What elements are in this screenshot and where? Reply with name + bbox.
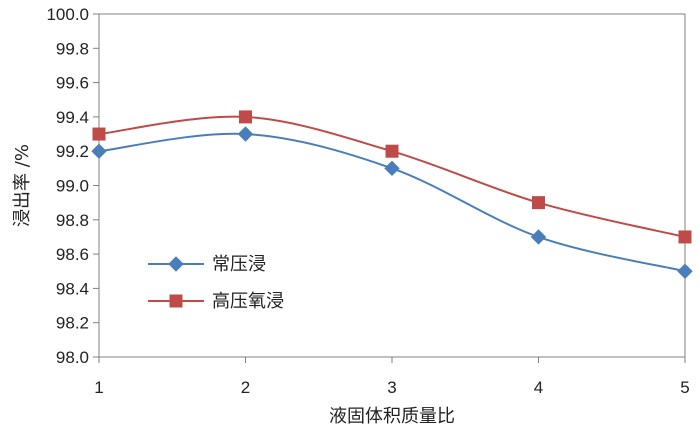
legend-marker xyxy=(169,294,183,308)
series-1 xyxy=(91,126,693,279)
y-tick-label: 99.4 xyxy=(56,108,89,127)
data-point xyxy=(530,229,547,245)
plot-frame xyxy=(98,13,686,358)
x-tick-label: 4 xyxy=(534,378,543,397)
x-tick-label: 1 xyxy=(94,378,103,397)
y-tick-label: 99.8 xyxy=(56,39,89,58)
x-tick-label: 2 xyxy=(241,378,250,397)
y-tick-label: 98.8 xyxy=(56,211,89,230)
data-point xyxy=(91,143,107,159)
series-2 xyxy=(92,110,692,244)
series-line xyxy=(98,115,686,238)
data-point xyxy=(677,263,693,279)
x-tick-label: 3 xyxy=(387,378,396,397)
legend-label: 常压浸 xyxy=(212,254,266,275)
legend-item-1: 常压浸 xyxy=(148,254,266,275)
axes xyxy=(93,13,686,363)
x-tick-label: 5 xyxy=(680,378,689,397)
y-tick-label: 98.0 xyxy=(56,348,89,367)
legend-label: 高压氧浸 xyxy=(212,291,284,312)
y-axis-title: 浸出率 /% xyxy=(12,144,33,227)
y-tick-label: 98.2 xyxy=(56,314,89,333)
data-point xyxy=(92,127,106,141)
y-tick-label: 99.2 xyxy=(56,142,89,161)
y-tick-label: 99.6 xyxy=(56,74,89,93)
data-point xyxy=(384,160,400,177)
data-point xyxy=(532,196,545,210)
series-group xyxy=(91,110,693,279)
y-tick-label: 98.6 xyxy=(56,245,89,264)
data-point xyxy=(385,144,399,158)
data-point xyxy=(239,110,252,124)
data-point xyxy=(237,126,254,142)
legend-item-2: 高压氧浸 xyxy=(148,291,284,312)
tick-labels: 98.0 98.2 98.4 98.6 98.8 99.0 99.2 99.4 99.6 99.8… xyxy=(46,5,689,397)
y-tick-label: 99.0 xyxy=(56,177,89,196)
x-axis-title: 液固体积质量比 xyxy=(329,406,455,427)
data-point xyxy=(678,230,692,244)
y-tick-label: 98.4 xyxy=(56,279,89,298)
legend-marker xyxy=(168,256,184,272)
y-tick-label: 100.0 xyxy=(46,5,89,24)
